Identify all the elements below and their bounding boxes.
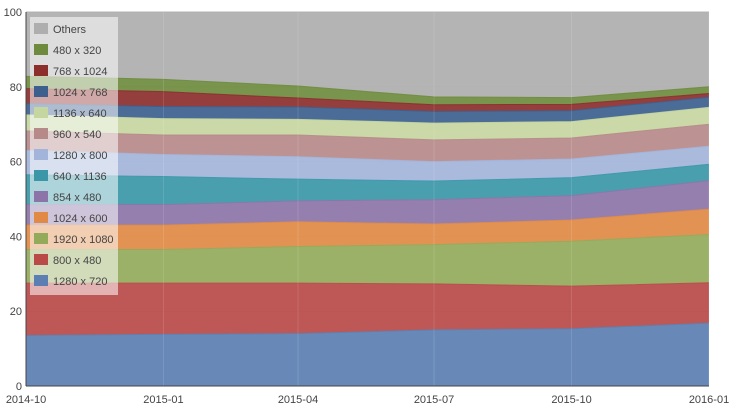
legend-item[interactable]: 800 x 480 <box>34 254 101 267</box>
area-1024-x-768 <box>26 97 709 124</box>
y-axis: 0 20 40 60 80 100 <box>4 7 27 393</box>
legend-label: 960 x 540 <box>53 129 101 141</box>
legend-label: 480 x 320 <box>53 45 101 57</box>
y-tick-label: 60 <box>10 157 22 169</box>
legend-swatch <box>34 44 48 55</box>
area-edge-line <box>26 180 710 206</box>
x-tick-label: 2016-01 <box>689 394 729 406</box>
area-1024-x-600 <box>26 209 709 250</box>
area-edge-line <box>26 208 710 226</box>
legend-swatch <box>34 212 48 223</box>
area-1136-x-640 <box>26 107 709 140</box>
area-edge-line <box>26 234 710 250</box>
y-tick-label: 100 <box>4 7 22 19</box>
area-edge-line <box>25 88 710 106</box>
area-others <box>26 12 709 98</box>
area-768-x-1024 <box>26 88 709 112</box>
y-tick-label: 20 <box>10 306 22 318</box>
legend-label: 1024 x 768 <box>53 87 107 99</box>
legend-item[interactable]: 1024 x 768 <box>34 86 107 99</box>
y-tick-label: 40 <box>10 231 22 243</box>
legend-swatch <box>34 170 48 181</box>
legend[interactable]: Others 480 x 320 768 x 1024 1024 x 768 1136 … <box>30 17 118 295</box>
area-edge-line <box>25 123 710 141</box>
x-axis: 2014-10 2015-01 2015-04 2015-07 2015-10 2016-… <box>6 385 729 406</box>
legend-label: 1920 x 1080 <box>53 234 114 246</box>
legend-label: 1280 x 720 <box>53 276 107 288</box>
legend-item[interactable]: 960 x 540 <box>34 128 101 141</box>
legend-item[interactable]: 1280 x 800 <box>34 149 107 162</box>
legend-swatch <box>34 233 48 244</box>
legend-label: 1024 x 600 <box>53 213 107 225</box>
legend-label: 768 x 1024 <box>53 66 107 78</box>
x-tick-label: 2015-04 <box>278 394 318 406</box>
area-edge-line <box>26 282 710 287</box>
legend-label: 800 x 480 <box>53 255 101 267</box>
area-edge-line <box>25 75 710 99</box>
legend-item[interactable]: 640 x 1136 <box>34 170 107 183</box>
legend-swatch <box>34 107 48 118</box>
x-tick-label: 2015-10 <box>551 394 591 406</box>
area-1280-x-720 <box>26 323 709 386</box>
legend-swatch <box>34 23 48 34</box>
legend-swatch <box>34 149 48 160</box>
area-960-x-540 <box>26 124 709 162</box>
area-edge-line <box>25 106 710 124</box>
area-854-x-480 <box>26 180 709 226</box>
legend-label: 640 x 1136 <box>53 171 107 183</box>
legend-label: Others <box>53 24 87 36</box>
legend-item[interactable]: 1280 x 720 <box>34 275 107 288</box>
x-tick-label: 2015-01 <box>143 394 183 406</box>
x-tick-label: 2015-07 <box>414 394 454 406</box>
legend-label: 1280 x 800 <box>53 150 107 162</box>
y-tick-label: 0 <box>16 381 22 393</box>
x-tick-label: 2014-10 <box>6 394 46 406</box>
legend-item[interactable]: 768 x 1024 <box>34 65 107 78</box>
area-800-x-480 <box>26 282 709 336</box>
area-1920-x-1080 <box>26 234 709 287</box>
legend-item[interactable]: 1024 x 600 <box>34 212 107 225</box>
legend-swatch <box>34 128 48 139</box>
legend-label: 1136 x 640 <box>53 108 107 120</box>
legend-item[interactable]: 1136 x 640 <box>34 107 107 120</box>
area-edge-line <box>25 96 710 112</box>
y-tick-label: 80 <box>10 82 22 94</box>
legend-swatch <box>34 65 48 76</box>
legend-item[interactable]: 1920 x 1080 <box>34 233 114 246</box>
legend-swatch <box>34 275 48 286</box>
legend-item[interactable]: Others <box>34 23 87 36</box>
area-640-x-1136 <box>26 164 709 205</box>
area-edge-line <box>25 145 710 163</box>
area-edge-line <box>25 163 710 182</box>
legend-swatch <box>34 191 48 202</box>
series-areas <box>25 11 710 386</box>
area-1280-x-800 <box>26 146 709 182</box>
legend-swatch <box>34 254 48 265</box>
legend-swatch <box>34 86 48 97</box>
legend-item[interactable]: 480 x 320 <box>34 44 101 57</box>
area-edge-line <box>25 322 710 337</box>
legend-item[interactable]: 854 x 480 <box>34 191 101 204</box>
legend-label: 854 x 480 <box>53 192 101 204</box>
